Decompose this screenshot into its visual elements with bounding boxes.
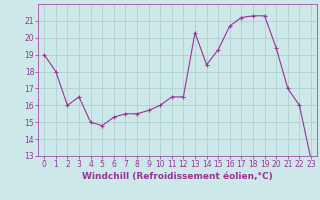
X-axis label: Windchill (Refroidissement éolien,°C): Windchill (Refroidissement éolien,°C) (82, 172, 273, 181)
